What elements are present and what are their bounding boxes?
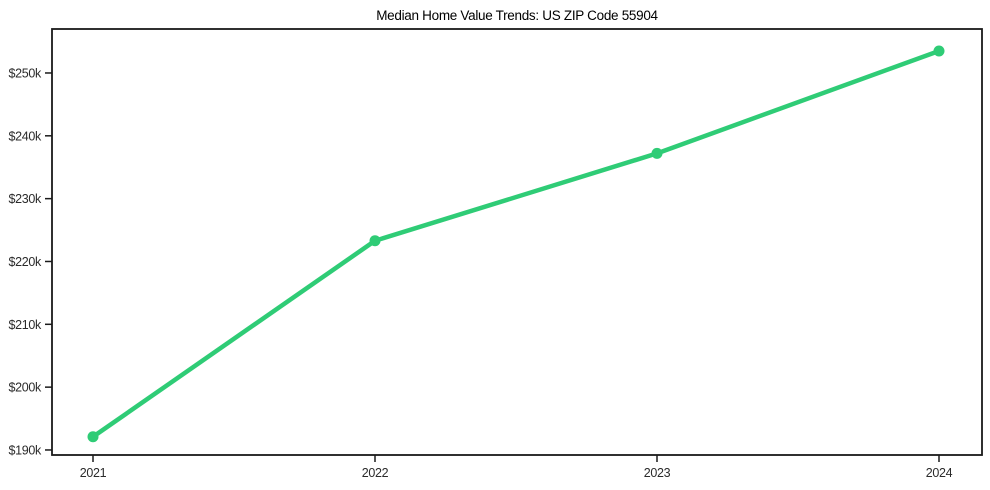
x-axis-tick-label: 2021 xyxy=(80,466,107,480)
chart-title: Median Home Value Trends: US ZIP Code 55… xyxy=(376,8,658,23)
y-axis-tick-label: $190k xyxy=(8,443,42,457)
y-axis-tick-label: $220k xyxy=(8,255,42,269)
y-axis-tick-label: $230k xyxy=(8,192,42,206)
y-axis-tick-label: $210k xyxy=(8,318,42,332)
x-axis-tick-label: 2023 xyxy=(644,466,671,480)
y-axis-tick-label: $240k xyxy=(8,129,42,143)
data-point-marker xyxy=(87,431,99,443)
trend-line xyxy=(90,48,942,440)
x-axis-tick-label: 2022 xyxy=(362,466,389,480)
data-point-marker xyxy=(369,235,381,247)
x-axis-tick-label: 2024 xyxy=(926,466,953,480)
y-axis-tick-label: $200k xyxy=(8,381,42,395)
plot-frame xyxy=(51,28,983,456)
data-point-marker xyxy=(651,147,663,159)
plot-area: $190k $200k $210k $220k $230k $240k $250k 2021 2… xyxy=(8,28,983,480)
data-point-marker xyxy=(933,45,945,57)
y-axis-tick-label: $250k xyxy=(8,66,42,80)
